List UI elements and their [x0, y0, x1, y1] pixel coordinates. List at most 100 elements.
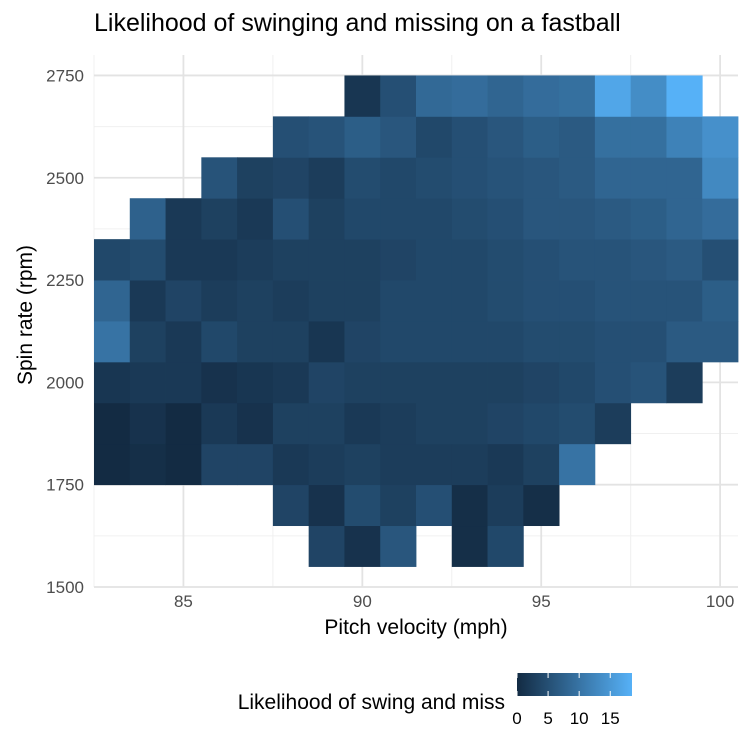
y-tick-label: 1750: [46, 476, 84, 495]
heatmap-tile: [523, 321, 560, 363]
heatmap-tile: [380, 157, 417, 199]
heatmap-tile: [308, 443, 345, 486]
heatmap-tile: [129, 402, 166, 445]
heatmap-tile: [272, 116, 310, 158]
heatmap-tile: [129, 321, 166, 363]
heatmap-tile: [630, 116, 667, 158]
heatmap-tile: [308, 361, 345, 404]
heatmap-tile: [165, 443, 202, 486]
heatmap-tile: [523, 157, 560, 199]
chart-title: Likelihood of swinging and missing on a …: [94, 9, 621, 37]
heatmap-tile: [380, 443, 417, 486]
heatmap-tile: [94, 402, 131, 445]
heatmap-tile: [559, 157, 596, 199]
heatmap-tile: [380, 484, 417, 527]
heatmap-tile: [487, 198, 524, 240]
legend-tick-label: 0: [512, 709, 521, 728]
heatmap-tile: [201, 198, 238, 240]
heatmap-tile: [594, 280, 632, 322]
heatmap-tile: [559, 75, 596, 117]
heatmap-tile: [702, 280, 739, 322]
heatmap-tile: [344, 361, 381, 404]
heatmap-tile: [594, 198, 632, 240]
heatmap-tile: [451, 239, 488, 281]
heatmap-tile: [523, 361, 560, 404]
heatmap-tile: [344, 157, 381, 199]
heatmap-tile: [201, 157, 238, 199]
x-tick-label: 90: [353, 592, 372, 611]
heatmap-tile: [272, 484, 310, 527]
heatmap-tile: [594, 239, 632, 281]
x-tick-label: 85: [174, 592, 193, 611]
heatmap-tile: [308, 198, 345, 240]
heatmap-tile: [237, 239, 274, 281]
heatmap-tile: [487, 525, 524, 567]
heatmap-tile: [559, 280, 596, 322]
heatmap-tile: [487, 402, 524, 445]
heatmap-tile: [666, 280, 703, 322]
heatmap-tile: [487, 321, 524, 363]
heatmap-tile: [523, 443, 560, 486]
heatmap-tile: [94, 361, 131, 404]
heatmap-tile: [487, 75, 524, 117]
legend-ticks: 0 5 10 15: [512, 673, 620, 728]
heatmap-tile: [702, 321, 739, 363]
heatmap-tile: [594, 402, 632, 445]
y-axis-label: Spin rate (rpm): [14, 245, 37, 385]
heatmap-tile: [201, 321, 238, 363]
heatmap-tile: [380, 116, 417, 158]
x-axis-ticks: 85 90 95 100: [174, 592, 734, 611]
heatmap-tile: [344, 321, 381, 363]
heatmap-tile: [630, 280, 667, 322]
heatmap-tile: [344, 280, 381, 322]
heatmap-tile: [523, 75, 560, 117]
heatmap-tile: [344, 116, 381, 158]
heatmap-tile: [487, 484, 524, 527]
heatmap-tile: [380, 525, 417, 567]
heatmap-tile: [666, 198, 703, 240]
heatmap-tile: [308, 484, 345, 527]
heatmap-tile: [94, 443, 131, 486]
heatmap-tile: [702, 239, 739, 281]
x-axis-label: Pitch velocity (mph): [324, 616, 507, 639]
heatmap-tile: [380, 402, 417, 445]
heatmap-tile: [594, 157, 632, 199]
heatmap-tile: [272, 239, 310, 281]
heatmap-tile: [594, 116, 632, 158]
heatmap-tile: [666, 116, 703, 158]
heatmap-tile: [416, 75, 453, 117]
heatmap-tile: [380, 75, 417, 117]
heatmap-tile: [451, 280, 488, 322]
heatmap-tile: [129, 361, 166, 404]
heatmap-tile: [451, 116, 488, 158]
legend-colorbar: [517, 673, 632, 696]
heatmap-tile: [380, 280, 417, 322]
legend-tick-label: 5: [543, 709, 552, 728]
heatmap-tile: [416, 402, 453, 445]
heatmap-tile: [237, 402, 274, 445]
heatmap-tile: [344, 443, 381, 486]
heatmap-tile: [165, 239, 202, 281]
heatmap-tile: [272, 402, 310, 445]
heatmap-tile: [272, 157, 310, 199]
heatmap-tile: [487, 443, 524, 486]
heatmap-tile: [451, 321, 488, 363]
legend: Likelihood of swing and miss 0 5 10 15: [238, 673, 632, 728]
y-tick-label: 1500: [46, 578, 84, 597]
heatmap-tile: [523, 280, 560, 322]
heatmap-tile: [559, 321, 596, 363]
heatmap-tile: [487, 361, 524, 404]
heatmap-tile: [594, 75, 632, 117]
heatmap-tile: [129, 443, 166, 486]
y-axis-ticks: 1500 1750 2000 2250 2500 2750: [46, 66, 84, 597]
heatmap-tile: [630, 239, 667, 281]
legend-title: Likelihood of swing and miss: [238, 691, 505, 714]
heatmap-tile: [272, 198, 310, 240]
heatmap-tile: [94, 321, 131, 363]
heatmap-tile: [666, 75, 703, 117]
heatmap-tile: [272, 321, 310, 363]
heatmap-tile: [630, 321, 667, 363]
heatmap-tile: [702, 198, 739, 240]
heatmap-tile: [380, 321, 417, 363]
heatmap-tile: [308, 157, 345, 199]
